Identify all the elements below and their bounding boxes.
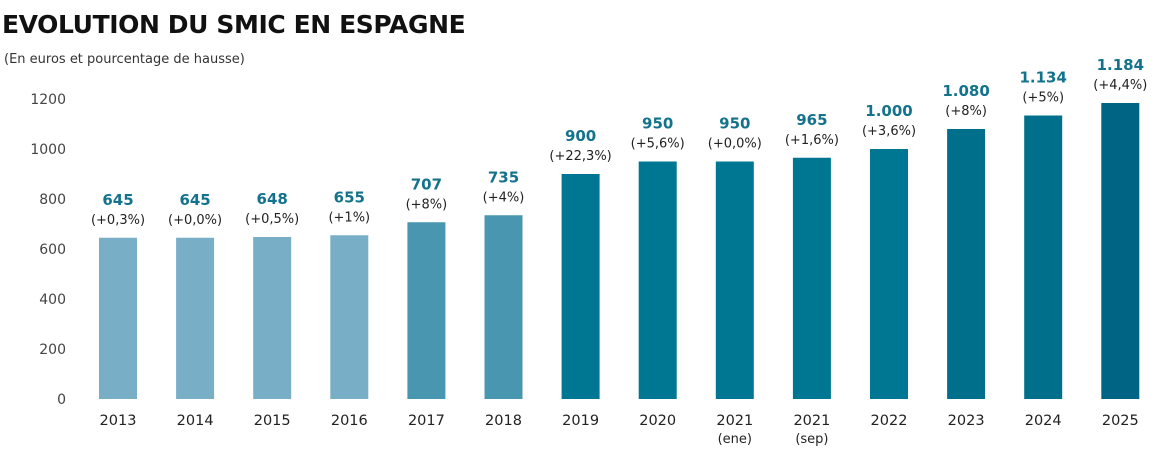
value-label: 900 (565, 127, 596, 145)
value-label: 1.080 (942, 82, 989, 100)
y-tick-label: 800 (39, 192, 66, 208)
value-label: 707 (411, 175, 442, 193)
y-tick-label: 600 (39, 242, 66, 258)
y-tick-label: 200 (39, 342, 66, 358)
bar (253, 237, 292, 399)
x-tick-label: 2024 (1025, 413, 1062, 429)
value-label: 655 (334, 188, 365, 206)
x-tick-label: 2016 (331, 413, 368, 429)
value-label: 950 (719, 115, 750, 133)
bar (947, 129, 986, 399)
y-tick-label: 1200 (30, 92, 66, 108)
bar (330, 235, 369, 399)
y-tick-label: 1000 (30, 142, 66, 158)
pct-label: (+0,0%) (708, 137, 762, 152)
value-label: 735 (488, 168, 519, 186)
bar (407, 222, 446, 399)
bar (1101, 103, 1140, 399)
pct-label: (+0,0%) (168, 213, 222, 228)
chart-title: EVOLUTION DU SMIC EN ESPAGNE (2, 10, 466, 39)
chart-subtitle: (En euros et pourcentage de hausse) (4, 52, 245, 67)
x-tick-label: 2019 (562, 413, 599, 429)
bar (561, 174, 600, 399)
value-label: 645 (179, 191, 210, 209)
bar (484, 215, 523, 399)
value-label: 648 (257, 190, 288, 208)
value-label: 1.134 (1019, 69, 1066, 87)
x-tick-label: 2014 (177, 413, 214, 429)
x-tick-sublabel: (ene) (718, 432, 752, 447)
x-tick-label: 2020 (639, 413, 676, 429)
x-tick-label: 2022 (871, 413, 908, 429)
pct-label: (+5,6%) (631, 137, 685, 152)
x-tick-label: 2013 (100, 413, 137, 429)
value-label: 1.000 (865, 102, 912, 120)
x-tick-label: 2025 (1102, 413, 1139, 429)
pct-label: (+1,6%) (785, 133, 839, 148)
pct-label: (+0,5%) (245, 212, 299, 227)
value-label: 1.184 (1097, 56, 1144, 74)
x-tick-label: 2015 (254, 413, 291, 429)
bar (1024, 115, 1063, 399)
x-tick-label: 2017 (408, 413, 445, 429)
bar (715, 161, 754, 399)
value-label: 950 (642, 115, 673, 133)
value-label: 965 (796, 111, 827, 129)
y-tick-label: 0 (57, 392, 66, 408)
bar (638, 161, 677, 399)
x-tick-label: 2018 (485, 413, 522, 429)
x-tick-label: 2023 (948, 413, 985, 429)
x-tick-label: 2021 (716, 413, 753, 429)
pct-label: (+0,3%) (91, 213, 145, 228)
pct-label: (+4%) (483, 190, 525, 205)
pct-label: (+1%) (328, 210, 370, 225)
value-label: 645 (102, 191, 133, 209)
x-tick-label: 2021 (793, 413, 830, 429)
y-tick-label: 400 (39, 292, 66, 308)
pct-label: (+22,3%) (549, 149, 611, 164)
pct-label: (+4,4%) (1093, 78, 1147, 93)
bar (176, 237, 215, 399)
pct-label: (+5%) (1022, 91, 1064, 106)
bar (792, 157, 831, 399)
pct-label: (+8%) (945, 104, 987, 119)
x-tick-sublabel: (sep) (795, 432, 828, 447)
pct-label: (+3,6%) (862, 124, 916, 139)
pct-label: (+8%) (406, 197, 448, 212)
bar (99, 237, 137, 399)
bar (870, 149, 908, 399)
